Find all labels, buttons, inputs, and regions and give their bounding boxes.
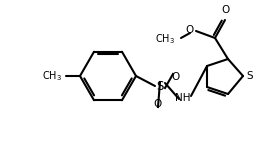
Text: S: S	[246, 71, 253, 81]
Text: O: O	[154, 99, 162, 109]
Text: CH$_3$: CH$_3$	[155, 32, 175, 46]
Text: O: O	[171, 72, 179, 82]
Text: O: O	[186, 25, 194, 35]
Text: NH: NH	[175, 93, 191, 103]
Text: S: S	[156, 79, 164, 92]
Text: O: O	[222, 5, 230, 15]
Text: CH$_3$: CH$_3$	[42, 69, 62, 83]
